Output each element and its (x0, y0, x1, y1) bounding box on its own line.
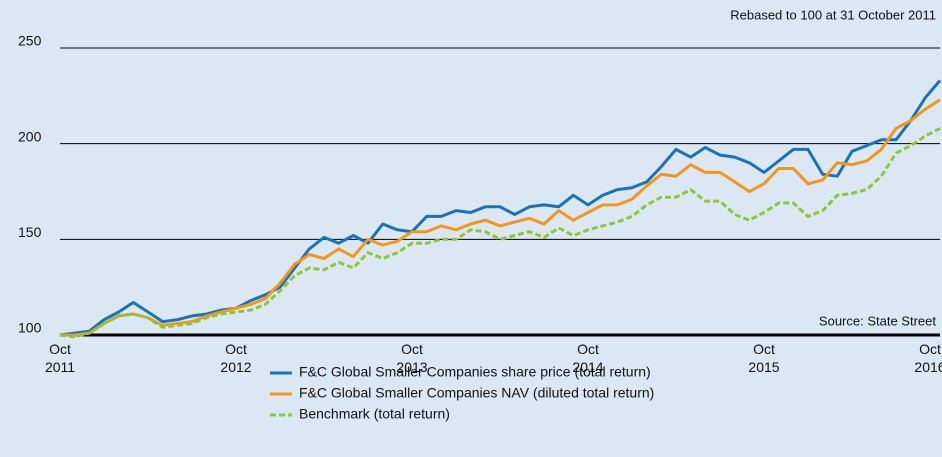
x-tick-label: Oct 2014 (572, 341, 604, 375)
x-tick-label: Oct 2016 (914, 341, 942, 375)
y-tick-label: 150 (18, 224, 42, 240)
line-series (59, 79, 942, 337)
legend-label: F&C Global Smaller Companies share price… (299, 364, 651, 380)
x-tick-label: Oct 2013 (396, 341, 428, 375)
annotation: Source: State Street (819, 313, 936, 328)
legend-label: F&C Global Smaller Companies NAV (dilute… (299, 385, 654, 401)
x-tick-label: Oct 2012 (220, 341, 252, 375)
line-series (59, 127, 941, 339)
y-tick-label: 100 (18, 320, 42, 336)
y-tick-label: 250 (18, 33, 42, 49)
x-tick-label: Oct 2011 (44, 341, 76, 375)
line-series (60, 98, 941, 337)
x-tick-label: Oct 2015 (748, 341, 780, 375)
y-tick-label: 200 (18, 128, 42, 144)
annotation: Rebased to 100 at 31 October 2011 (730, 7, 936, 22)
legend-label: Benchmark (total return) (299, 406, 450, 422)
